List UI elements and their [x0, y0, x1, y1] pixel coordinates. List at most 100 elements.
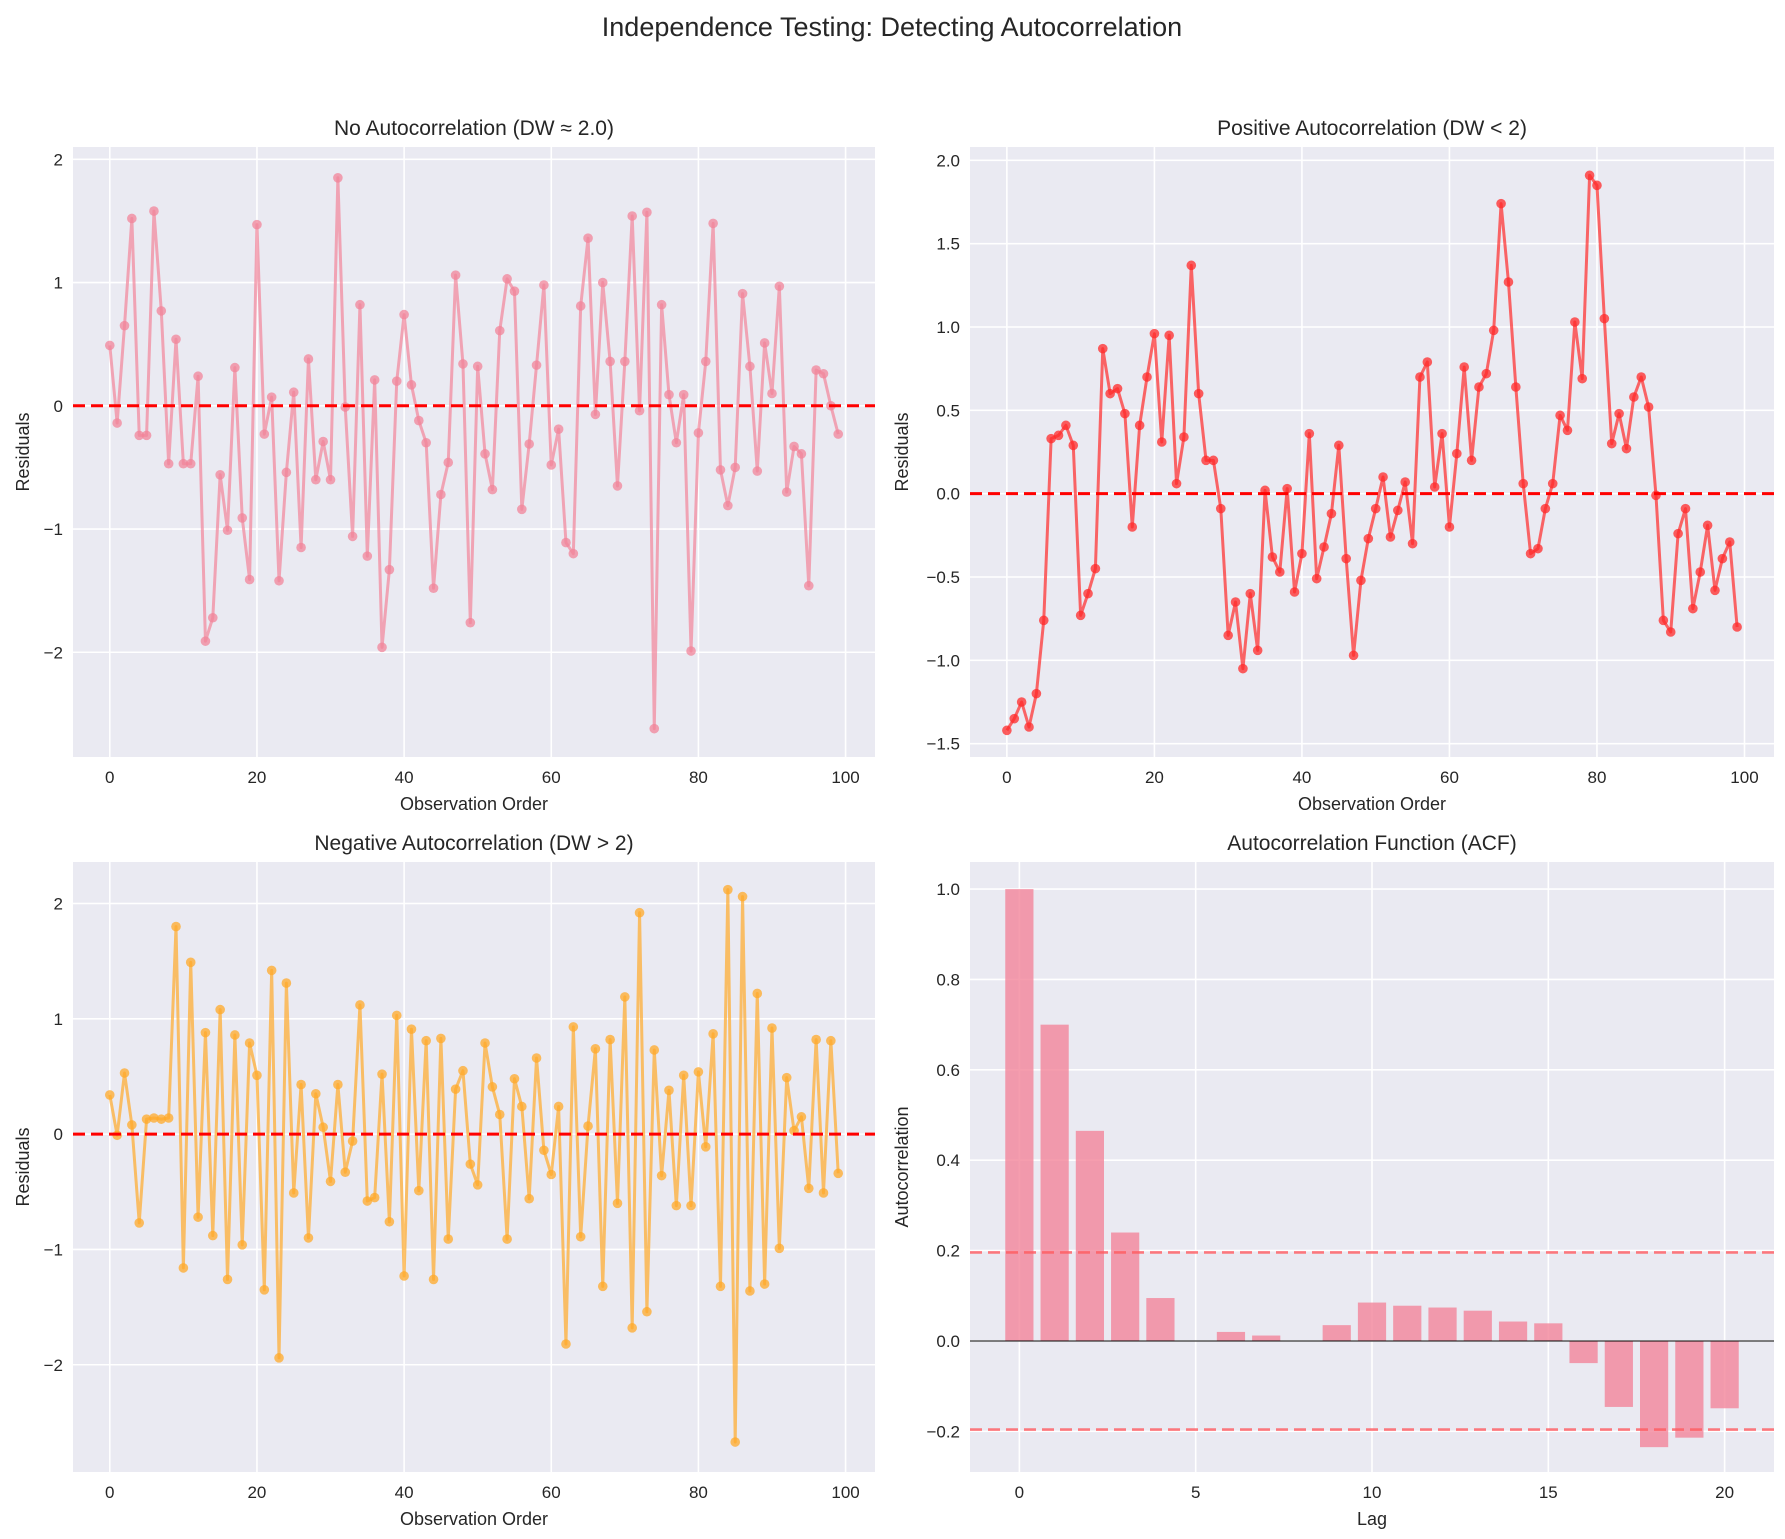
data-point: [1370, 503, 1381, 514]
data-point: [1061, 420, 1071, 431]
data-point: [443, 457, 454, 468]
data-point: [1724, 537, 1735, 547]
x-tick-label: 80: [1588, 768, 1607, 787]
data-point: [678, 389, 689, 400]
data-point: [1429, 482, 1440, 492]
acf-bar: [1111, 1232, 1140, 1341]
data-point: [1680, 503, 1691, 514]
data-point: [796, 449, 807, 459]
data-point: [1038, 615, 1049, 626]
acf-bar: [1146, 1298, 1175, 1341]
data-point: [1304, 428, 1315, 439]
data-point: [414, 1185, 424, 1196]
x-axis-label: Observation Order: [400, 794, 548, 814]
data-point: [266, 392, 277, 402]
data-point: [649, 723, 660, 734]
x-tick-label: 20: [1715, 1483, 1734, 1502]
data-point: [428, 1274, 439, 1285]
data-point: [333, 173, 343, 183]
data-point: [1031, 688, 1042, 699]
data-point: [1533, 543, 1543, 554]
data-point: [612, 1198, 623, 1209]
data-point: [480, 449, 490, 459]
x-tick-label: 0: [1002, 768, 1011, 787]
data-point: [1444, 522, 1455, 532]
data-point: [178, 458, 189, 469]
data-point: [1570, 317, 1580, 327]
data-point: [767, 388, 777, 399]
data-point: [664, 389, 674, 400]
data-point: [406, 380, 417, 390]
data-point: [803, 1183, 814, 1194]
data-point: [487, 1082, 498, 1092]
y-tick-label: −1.5: [926, 735, 960, 754]
data-point: [1201, 455, 1211, 466]
data-point: [781, 1072, 792, 1083]
data-point: [561, 1339, 571, 1349]
data-point: [583, 1121, 593, 1131]
data-point: [303, 1233, 314, 1243]
data-point: [1584, 170, 1595, 181]
x-tick-label: 20: [247, 1483, 266, 1502]
acf-bar: [1604, 1340, 1633, 1407]
data-point: [465, 617, 476, 628]
y-tick-label: −0.2: [926, 1422, 960, 1441]
data-point: [362, 551, 373, 561]
data-point: [678, 1070, 689, 1081]
data-point: [708, 1029, 718, 1039]
data-point: [686, 646, 696, 656]
data-point: [1459, 362, 1470, 372]
data-point: [149, 1113, 159, 1123]
y-tick-label: −1.0: [926, 651, 960, 670]
data-point: [1503, 277, 1514, 287]
data-point: [1120, 408, 1130, 419]
data-point: [693, 1067, 704, 1077]
series-line: [108, 176, 840, 731]
data-point: [627, 1323, 637, 1333]
data-point: [318, 1122, 328, 1133]
acf-bar: [1075, 1130, 1104, 1341]
data-point: [634, 405, 645, 416]
acf-bar: [1252, 1335, 1281, 1341]
data-point: [1223, 630, 1233, 641]
data-point: [458, 359, 468, 369]
data-point: [553, 424, 564, 435]
data-point: [818, 1188, 829, 1198]
data-point: [1452, 448, 1462, 459]
panel-positive-autocorrelation: 0 20 40 60 80 100 −1.5 −1.0 −0.5 0.0 0.5 1.0 1.5 2.0 O…: [892, 117, 1774, 814]
data-point: [237, 1240, 248, 1250]
data-point: [1156, 437, 1167, 447]
data-point: [450, 1084, 461, 1094]
y-tick-label: 0: [54, 1125, 63, 1144]
acf-bar: [1005, 889, 1034, 1341]
y-tick-label: −1: [44, 1240, 63, 1259]
data-point: [1393, 505, 1403, 516]
data-point: [487, 484, 498, 495]
data-point: [281, 978, 292, 988]
data-point: [1267, 552, 1278, 562]
data-point: [693, 428, 704, 438]
series-line: [1005, 173, 1739, 732]
acf-bar: [1534, 1323, 1563, 1341]
panel-title: Negative Autocorrelation (DW > 2): [314, 832, 633, 855]
data-point: [1341, 553, 1351, 564]
data-point: [362, 1196, 373, 1206]
data-point: [656, 1170, 667, 1181]
data-point: [1112, 383, 1123, 394]
data-point: [119, 320, 130, 331]
data-point: [325, 474, 336, 485]
data-point: [421, 437, 431, 448]
data-point: [347, 531, 358, 542]
data-point: [1024, 722, 1034, 732]
data-point: [1356, 575, 1366, 586]
data-point: [1068, 440, 1079, 451]
data-point: [215, 469, 225, 480]
acf-bar: [1357, 1302, 1387, 1341]
data-point: [597, 1281, 608, 1292]
data-point: [325, 1176, 336, 1187]
data-point: [774, 1243, 785, 1254]
data-point: [664, 1085, 674, 1096]
data-point: [134, 1218, 145, 1228]
data-point: [399, 309, 409, 320]
data-point: [127, 1120, 137, 1130]
